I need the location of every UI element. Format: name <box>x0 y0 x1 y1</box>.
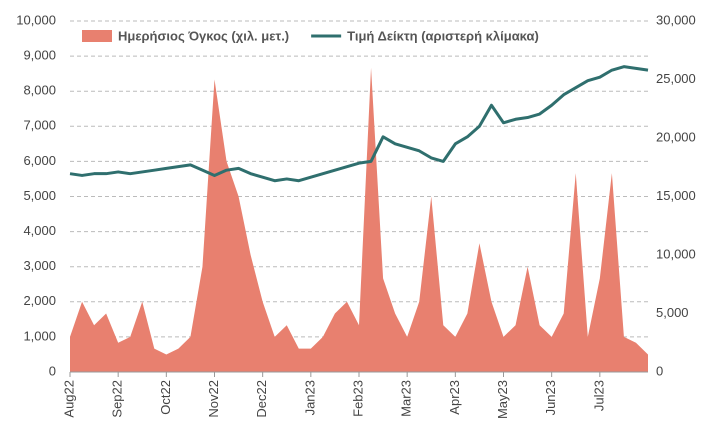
x-tick-label: Apr23 <box>447 380 462 415</box>
x-tick-label: Aug22 <box>61 380 76 418</box>
volume-area <box>70 67 648 373</box>
y-tick-label: 1,000 <box>23 328 56 343</box>
y2-tick-label: 25,000 <box>656 71 696 86</box>
y-tick-label: 5,000 <box>23 188 56 203</box>
index-line <box>69 65 649 183</box>
y2-tick-label: 0 <box>656 363 663 378</box>
y-tick-label: 2,000 <box>23 293 56 308</box>
x-tick-label: Mar23 <box>399 380 414 417</box>
x-tick-label: Jul23 <box>591 380 606 411</box>
y-tick-label: 9,000 <box>23 48 56 63</box>
y2-tick-label: 20,000 <box>656 129 696 144</box>
x-tick-label: Dec22 <box>254 380 269 418</box>
x-tick-label: Jun23 <box>543 380 558 415</box>
y2-tick-label: 10,000 <box>656 246 696 261</box>
legend-label: Ημερήσιος Όγκος (χιλ. μετ.) <box>118 28 289 43</box>
y2-tick-label: 15,000 <box>656 188 696 203</box>
legend-label: Τιμή Δείκτη (αριστερή κλίμακα) <box>347 28 539 43</box>
x-tick-label: Oct22 <box>158 380 173 415</box>
y-tick-label: 10,000 <box>16 12 56 27</box>
x-tick-label: May23 <box>495 380 510 419</box>
y2-tick-label: 5,000 <box>656 305 689 320</box>
x-tick-label: Feb23 <box>350 380 365 417</box>
y-tick-label: 6,000 <box>23 153 56 168</box>
y-tick-label: 4,000 <box>23 223 56 238</box>
y-tick-label: 0 <box>49 363 56 378</box>
legend-swatch <box>82 30 112 42</box>
x-tick-label: Nov22 <box>206 380 221 418</box>
y-tick-label: 8,000 <box>23 83 56 98</box>
x-tick-label: Sep22 <box>110 380 125 418</box>
y-tick-label: 7,000 <box>23 118 56 133</box>
y2-tick-label: 30,000 <box>656 12 696 27</box>
x-tick-label: Jan23 <box>302 380 317 415</box>
y-tick-label: 3,000 <box>23 258 56 273</box>
